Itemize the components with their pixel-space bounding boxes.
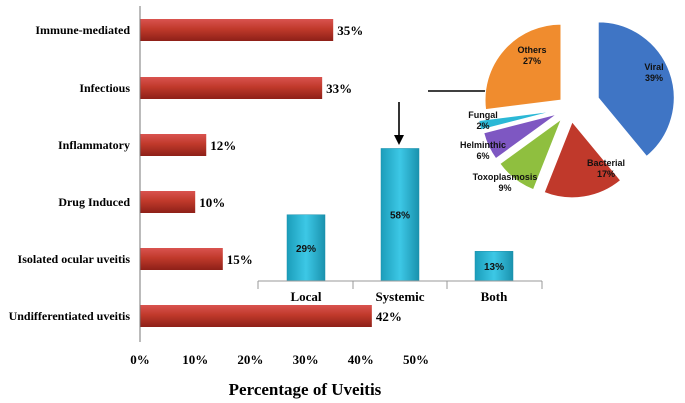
x-tick-label-10: 10%	[182, 352, 208, 367]
x-tick-label-0: 0%	[130, 352, 150, 367]
subtype-category-labels: Local Systemic Both	[290, 289, 508, 304]
category-labels: Immune-mediated Infectious Inflammatory Dru…	[9, 23, 131, 323]
bar-inflammatory	[140, 134, 207, 156]
pie-label-helminthic: Helminthic	[460, 140, 506, 150]
subtype-label-local: Local	[290, 289, 321, 304]
x-axis-title: Percentage of Uveitis	[229, 380, 382, 399]
pie-slices	[478, 21, 675, 199]
bar-infectious	[140, 77, 323, 99]
pie-label-others: Others	[517, 45, 546, 55]
value-label-inflammatory: 12%	[210, 138, 236, 153]
value-label-undifferentiated-uveitis: 42%	[376, 309, 402, 324]
value-labels: 35% 33% 12% 10% 15% 42%	[199, 23, 402, 324]
pie-slice-viral	[597, 21, 675, 158]
pie-value-others: 27%	[523, 56, 541, 66]
category-label-undifferentiated-uveitis: Undifferentiated uveitis	[9, 309, 131, 323]
x-axis-ticks: 0% 10% 20% 30% 40% 50%	[130, 352, 429, 367]
x-tick-label-40: 40%	[348, 352, 374, 367]
category-label-drug-induced: Drug Induced	[58, 195, 130, 209]
subtype-bars: 29% 58% 13%	[286, 148, 514, 282]
pie-slice-bacterial	[543, 120, 622, 199]
bar-immune-mediated	[140, 19, 334, 41]
category-label-isolated-ocular-uveitis: Isolated ocular uveitis	[18, 252, 131, 266]
pie-slice-fungal	[478, 110, 555, 131]
infectious-subtype-chart: 29% 58% 13% Local Systemic Both	[257, 148, 543, 304]
subtype-label-both: Both	[481, 289, 509, 304]
uveitis-bar-chart: Immune-mediated Infectious Inflammatory Dru…	[9, 6, 429, 399]
subtype-value-local: 29%	[296, 244, 316, 255]
pie-value-bacterial: 17%	[597, 169, 615, 179]
x-tick-label-30: 30%	[293, 352, 319, 367]
pie-label-bacterial: Bacterial	[587, 158, 625, 168]
value-label-immune-mediated: 35%	[337, 23, 363, 38]
pie-value-toxoplasmosis: 9%	[498, 183, 511, 193]
category-label-infectious: Infectious	[79, 81, 130, 95]
value-label-isolated-ocular-uveitis: 15%	[227, 252, 253, 267]
pie-label-toxoplasmosis: Toxoplasmosis	[473, 172, 538, 182]
subtype-label-systemic: Systemic	[375, 289, 424, 304]
pie-slice-toxoplasmosis	[499, 117, 563, 191]
pie-label-viral: Viral	[644, 62, 663, 72]
pie-value-fungal: 2%	[476, 121, 489, 131]
bar-undifferentiated-uveitis	[140, 305, 372, 327]
pie-value-viral: 39%	[645, 73, 663, 83]
category-label-immune-mediated: Immune-mediated	[35, 23, 130, 37]
pie-slice-others	[484, 23, 562, 111]
subtype-tick-marks	[257, 281, 543, 289]
value-label-infectious: 33%	[326, 81, 352, 96]
pie-label-fungal: Fungal	[468, 110, 498, 120]
category-label-inflammatory: Inflammatory	[58, 138, 130, 152]
x-tick-label-50: 50%	[403, 352, 429, 367]
bar-drug-induced	[140, 191, 196, 213]
value-label-drug-induced: 10%	[199, 195, 225, 210]
pie-value-helminthic: 6%	[476, 151, 489, 161]
subtype-bar-local	[286, 214, 326, 282]
bars	[140, 19, 372, 327]
subtype-value-both: 13%	[484, 262, 504, 273]
subtype-value-systemic: 58%	[390, 211, 410, 222]
x-tick-label-20: 20%	[237, 352, 263, 367]
bar-isolated-ocular-uveitis	[140, 248, 223, 270]
pie-slice-helminthic	[483, 113, 558, 160]
subtype-bar-systemic	[380, 148, 420, 282]
